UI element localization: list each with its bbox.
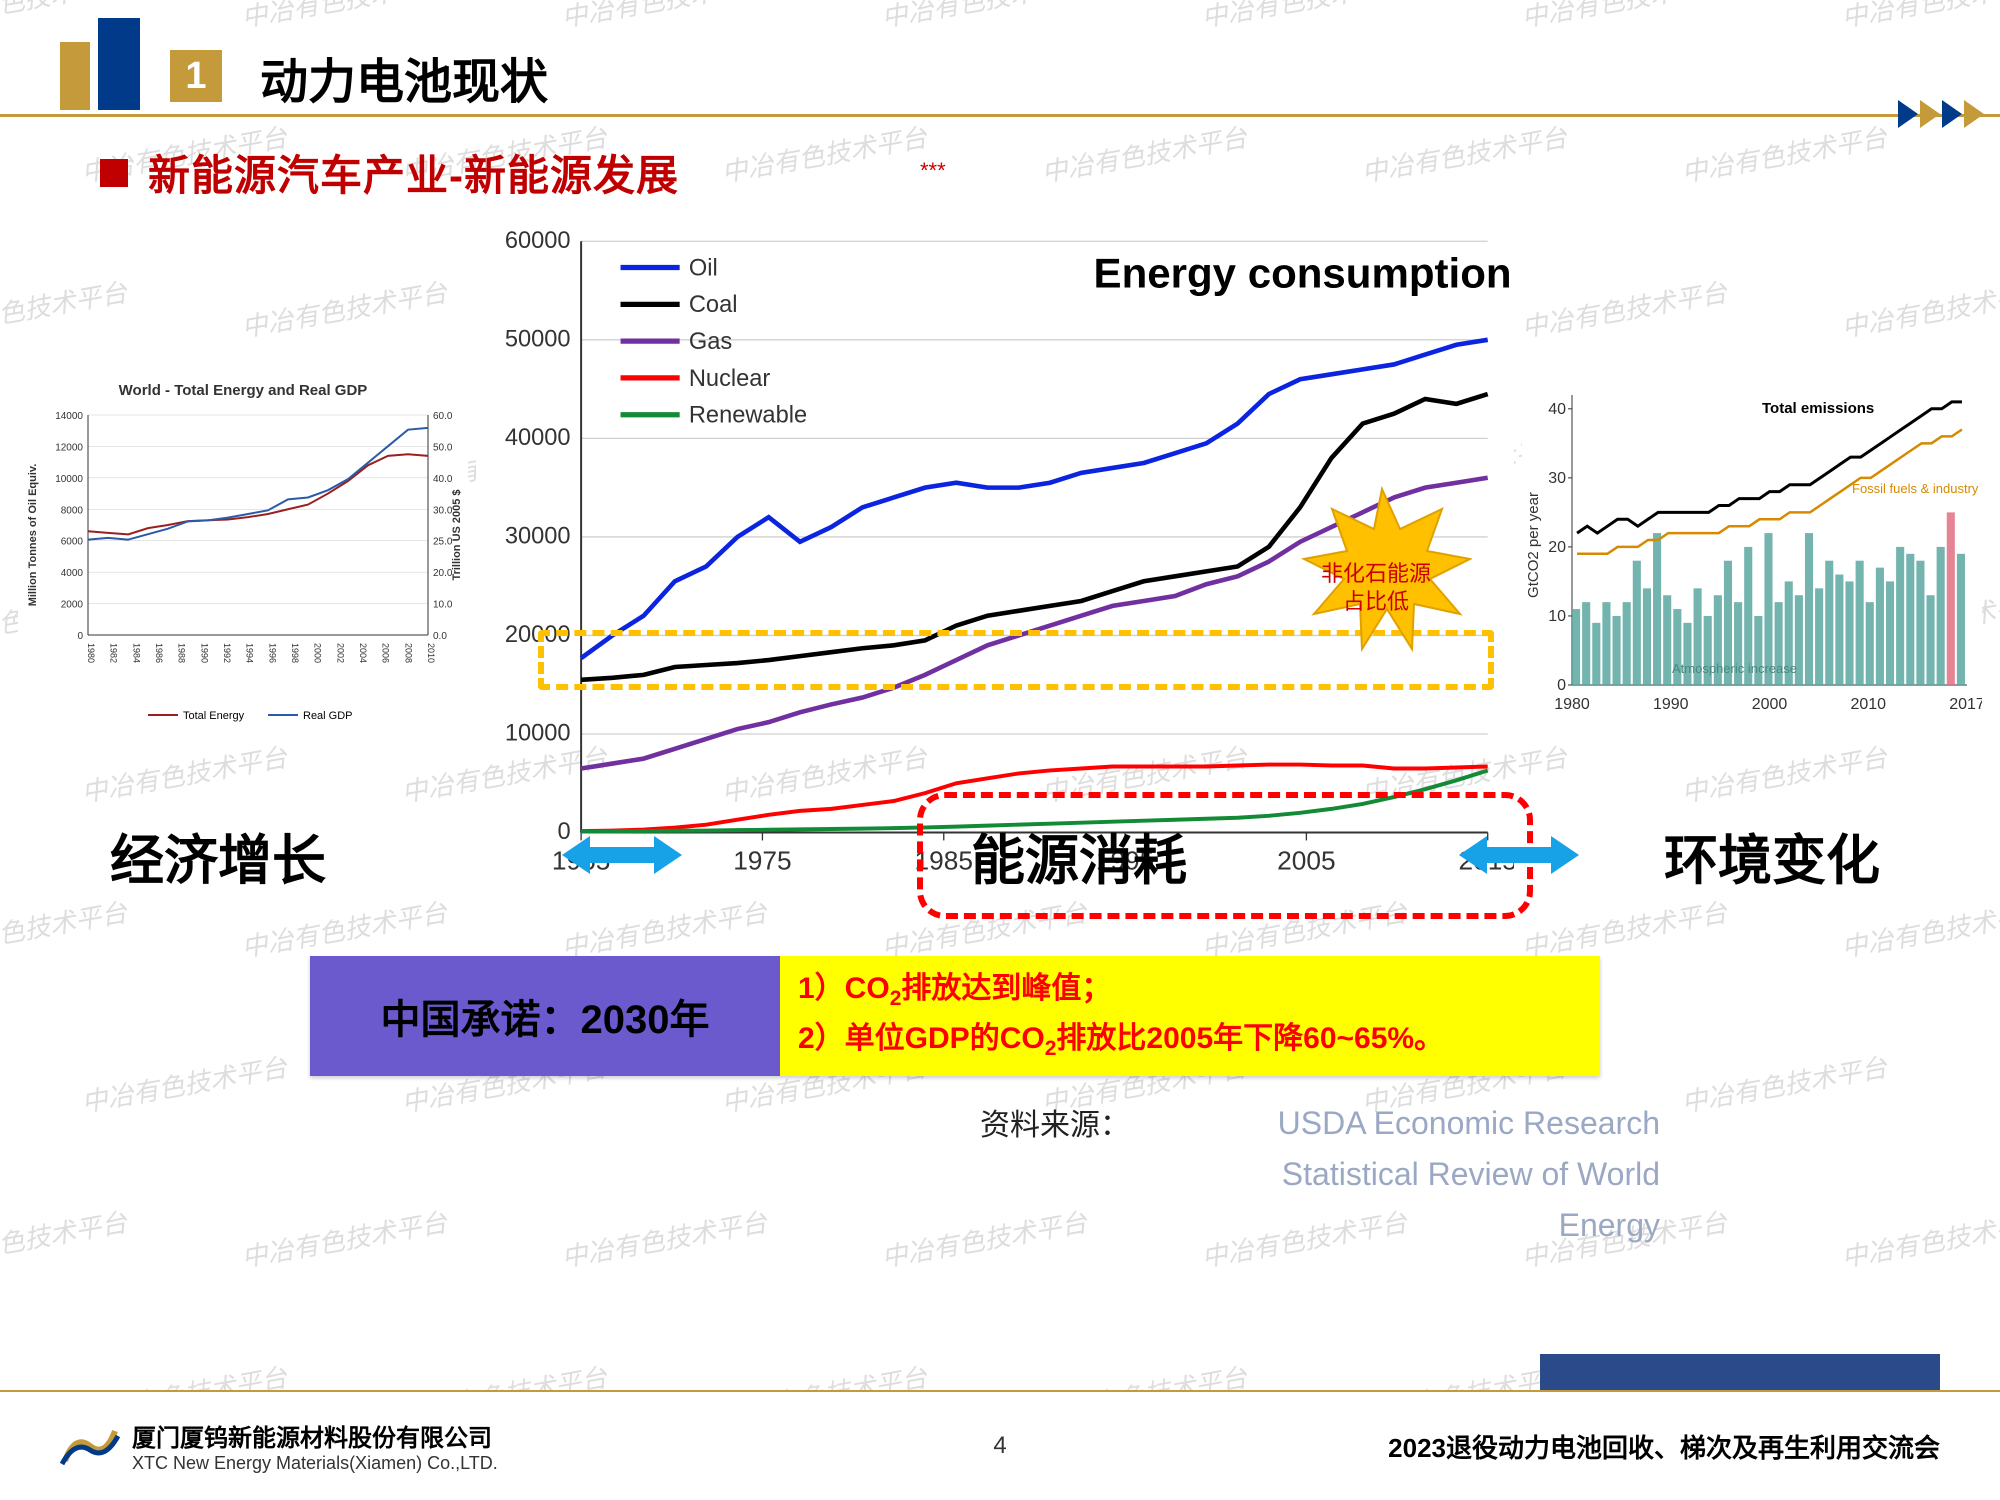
promise-line1: 1）CO2排放达到峰值； [798, 966, 1582, 1016]
svg-text:20: 20 [1548, 539, 1566, 556]
section-number: 1 [170, 50, 222, 102]
callout-text: 非化石能源占比低 [1316, 560, 1436, 617]
svg-text:1980: 1980 [1554, 696, 1590, 713]
svg-text:2006: 2006 [381, 643, 391, 663]
svg-text:10.0: 10.0 [433, 600, 453, 611]
svg-text:1984: 1984 [131, 643, 141, 663]
svg-text:2010: 2010 [1850, 696, 1886, 713]
svg-text:1992: 1992 [222, 643, 232, 663]
svg-text:40000: 40000 [505, 425, 571, 451]
svg-text:1986: 1986 [154, 643, 164, 663]
svg-text:Million Tonnes of Oil Equiv.: Million Tonnes of Oil Equiv. [27, 464, 39, 607]
page-number: 4 [993, 1432, 1006, 1460]
svg-text:1998: 1998 [290, 643, 300, 663]
conference-name: 2023退役动力电池回收、梯次及再生利用交流会 [1388, 1428, 1940, 1465]
svg-text:14000: 14000 [55, 411, 83, 422]
source-lines: USDA Economic ResearchStatistical Review… [1180, 1098, 1660, 1252]
svg-text:Gas: Gas [689, 329, 732, 355]
svg-text:60.0: 60.0 [433, 411, 453, 422]
svg-text:2010: 2010 [426, 643, 436, 663]
svg-text:1982: 1982 [109, 643, 119, 663]
svg-text:0.0: 0.0 [433, 631, 447, 642]
bullet-icon [100, 159, 128, 187]
svg-text:60000: 60000 [505, 228, 571, 254]
svg-text:10: 10 [1548, 608, 1566, 625]
arrow-icon [1459, 834, 1579, 876]
svg-text:50.0: 50.0 [433, 442, 453, 453]
flow-diagram: 经济增长 能源消耗 环境变化 [110, 800, 1880, 910]
subtitle-row: 新能源汽车产业-新能源发展 [100, 142, 679, 203]
svg-text:0: 0 [1557, 677, 1566, 694]
svg-text:2004: 2004 [358, 643, 368, 663]
footer-accent-bar [1540, 1354, 1940, 1390]
svg-text:2000: 2000 [313, 643, 323, 663]
svg-text:Energy consumption TWh/y: Energy consumption TWh/y [1094, 249, 1514, 296]
svg-text:Nuclear: Nuclear [689, 366, 771, 392]
header-divider [0, 114, 2000, 117]
svg-text:Renewable: Renewable [689, 403, 807, 429]
svg-text:2002: 2002 [335, 643, 345, 663]
svg-text:Total Energy: Total Energy [183, 710, 245, 722]
footer: 厦门厦钨新能源材料股份有限公司 XTC New Energy Materials… [0, 1390, 2000, 1500]
header-badge [60, 18, 140, 110]
svg-text:2008: 2008 [403, 643, 413, 663]
svg-text:1990: 1990 [199, 643, 209, 663]
promise-content: 1）CO2排放达到峰值； 2）单位GDP的CO2排放比2005年下降60~65%… [780, 956, 1600, 1076]
chart-gdp-energy: World - Total Energy and Real GDP 0 2000 40… [18, 375, 468, 735]
xtc-logo-icon [60, 1426, 120, 1466]
chart-energy-consumption: 0100002000030000400005000060000196519751… [476, 215, 1514, 735]
svg-text:1996: 1996 [267, 643, 277, 663]
red-stars: *** [920, 158, 946, 184]
company-cn: 厦门厦钨新能源材料股份有限公司 [132, 1418, 498, 1453]
svg-text:10000: 10000 [505, 721, 571, 747]
promise-line2: 2）单位GDP的CO2排放比2005年下降60~65%。 [798, 1016, 1582, 1066]
svg-text:2000: 2000 [61, 600, 84, 611]
svg-text:Trillion US 2005 $: Trillion US 2005 $ [451, 489, 463, 580]
svg-text:1988: 1988 [177, 643, 187, 663]
svg-text:30000: 30000 [505, 523, 571, 549]
svg-text:40.0: 40.0 [433, 474, 453, 485]
section-title: 动力电池现状 [260, 42, 548, 112]
svg-text:GtCO2 per year: GtCO2 per year [1525, 492, 1542, 598]
xtc-logo: 厦门厦钨新能源材料股份有限公司 XTC New Energy Materials… [60, 1418, 498, 1474]
charts-row: World - Total Energy and Real GDP 0 2000 40… [18, 205, 1982, 735]
svg-text:10000: 10000 [55, 474, 83, 485]
svg-text:40: 40 [1548, 401, 1566, 418]
svg-text:0: 0 [77, 631, 83, 642]
chart-emissions: 0 10 20 30 40 1980 1990 2000 2010 2017 GtCO2 per y… [1522, 375, 1982, 735]
svg-text:Fossil fuels & industry: Fossil fuels & industry [1852, 481, 1979, 496]
svg-text:Coal: Coal [689, 292, 738, 318]
svg-text:2017: 2017 [1949, 696, 1982, 713]
svg-text:Total emissions: Total emissions [1762, 400, 1874, 417]
svg-text:4000: 4000 [61, 568, 84, 579]
promise-bar: 中国承诺：2030年 1）CO2排放达到峰值； 2）单位GDP的CO2排放比20… [310, 956, 1600, 1076]
svg-text:1994: 1994 [245, 643, 255, 663]
svg-text:6000: 6000 [61, 537, 84, 548]
svg-text:8000: 8000 [61, 505, 84, 516]
svg-text:50000: 50000 [505, 326, 571, 352]
promise-label: 中国承诺：2030年 [310, 956, 780, 1076]
svg-text:1990: 1990 [1653, 696, 1689, 713]
svg-text:2000: 2000 [1752, 696, 1788, 713]
svg-text:World - Total Energy and Real: World - Total Energy and Real GDP [119, 382, 368, 399]
svg-text:20.0: 20.0 [433, 568, 453, 579]
svg-text:12000: 12000 [55, 442, 83, 453]
svg-text:1980: 1980 [86, 643, 96, 663]
flow-environment: 环境变化 [1664, 816, 1880, 895]
svg-text:30.0: 30.0 [433, 505, 453, 516]
flow-economy: 经济增长 [110, 816, 326, 895]
svg-text:Real GDP: Real GDP [303, 710, 353, 722]
flow-energy: 能源消耗 [971, 831, 1187, 891]
subtitle-text: 新能源汽车产业-新能源发展 [148, 142, 679, 203]
flow-energy-box: 能源消耗 [917, 792, 1533, 919]
source-label: 资料来源： [980, 1100, 1130, 1144]
svg-text:25.0: 25.0 [433, 537, 453, 548]
company-en: XTC New Energy Materials(Xiamen) Co.,LTD… [132, 1453, 498, 1474]
svg-text:Atmospheric increase: Atmospheric increase [1672, 661, 1797, 676]
header-arrows [1898, 100, 1984, 128]
arrow-icon [562, 834, 682, 876]
svg-text:Oil: Oil [689, 255, 718, 281]
svg-text:30: 30 [1548, 470, 1566, 487]
